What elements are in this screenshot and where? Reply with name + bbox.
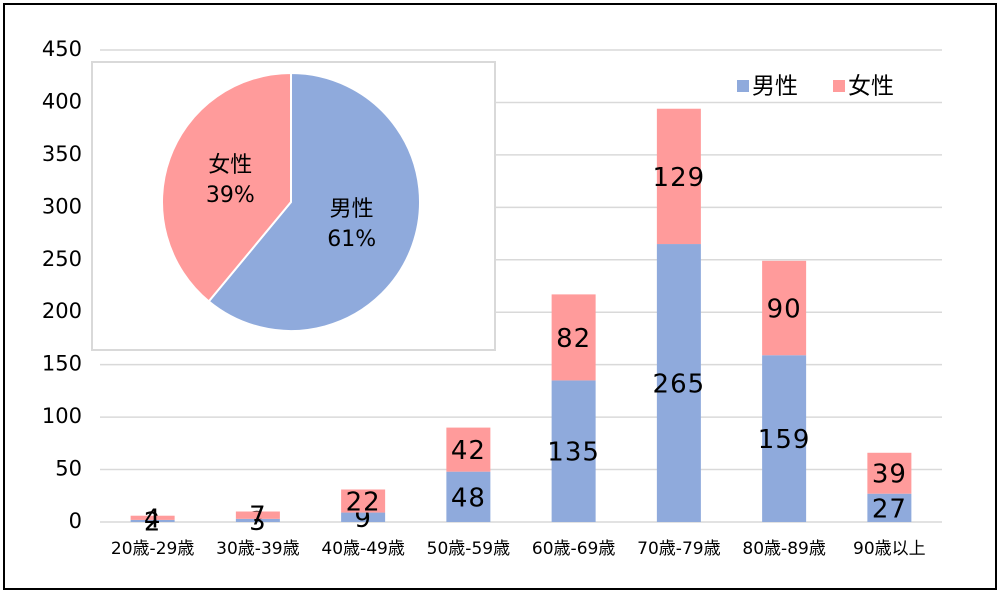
y-tick-label: 250 <box>42 247 82 271</box>
bar-segment <box>656 244 701 523</box>
y-tick-label: 350 <box>42 142 82 166</box>
bar-segment <box>762 260 807 356</box>
y-tick-label: 400 <box>42 89 82 113</box>
data-label: 39 <box>872 460 907 490</box>
bar-segment <box>867 452 912 494</box>
data-label: 22 <box>346 488 381 518</box>
x-tick-label: 40歳-49歳 <box>321 539 404 559</box>
data-label: 48 <box>451 483 486 513</box>
y-tick-label: 150 <box>42 352 82 376</box>
data-label: 7 <box>249 502 267 532</box>
legend-swatch <box>737 80 749 92</box>
y-tick-label: 0 <box>69 509 82 533</box>
data-label: 159 <box>758 425 811 455</box>
y-tick-label: 300 <box>42 194 82 218</box>
pie-value-label: 39% <box>206 183 255 208</box>
data-label: 27 <box>872 494 907 524</box>
data-label: 135 <box>547 438 600 468</box>
bar-segment <box>235 511 280 519</box>
pie-value-label: 61% <box>327 227 376 252</box>
bar-segment <box>235 518 280 522</box>
data-label: 42 <box>451 436 486 466</box>
legend-swatch <box>833 80 845 92</box>
bar-segment <box>551 380 596 522</box>
pie-slice <box>161 71 292 303</box>
legend-label: 女性 <box>848 74 894 100</box>
data-label: 82 <box>556 324 591 354</box>
data-label: 90 <box>767 295 802 325</box>
legend-label: 男性 <box>752 74 798 100</box>
data-label: 265 <box>653 370 706 400</box>
y-tick-label: 100 <box>42 404 82 428</box>
bar-segment <box>130 515 175 520</box>
bar-segment <box>867 493 912 522</box>
bar-segment <box>762 355 807 522</box>
y-tick-label: 450 <box>42 37 82 61</box>
bar-segment <box>341 512 386 522</box>
y-tick-label: 50 <box>55 457 82 481</box>
x-tick-label: 20歳-29歳 <box>111 539 194 559</box>
x-tick-label: 70歳-79歳 <box>637 539 720 559</box>
data-label: 2 <box>144 507 162 537</box>
data-label: 129 <box>653 163 706 193</box>
x-tick-label: 60歳-69歳 <box>532 539 615 559</box>
bar-segment <box>130 519 175 522</box>
x-tick-label: 30歳-39歳 <box>216 539 299 559</box>
x-tick-label: 90歳以上 <box>853 539 926 559</box>
pie-category-label: 女性 <box>208 153 252 178</box>
pie-slice <box>207 71 421 332</box>
data-label: 4 <box>144 504 162 534</box>
bar-segment <box>656 108 701 245</box>
y-tick-label: 200 <box>42 299 82 323</box>
x-tick-label: 80歳-89歳 <box>742 539 825 559</box>
bar-segment <box>446 471 491 522</box>
bar-segment <box>446 427 491 472</box>
pie-category-label: 男性 <box>330 197 374 222</box>
x-tick-label: 50歳-59歳 <box>427 539 510 559</box>
bar-segment <box>341 489 386 513</box>
bar-segment <box>551 294 596 381</box>
